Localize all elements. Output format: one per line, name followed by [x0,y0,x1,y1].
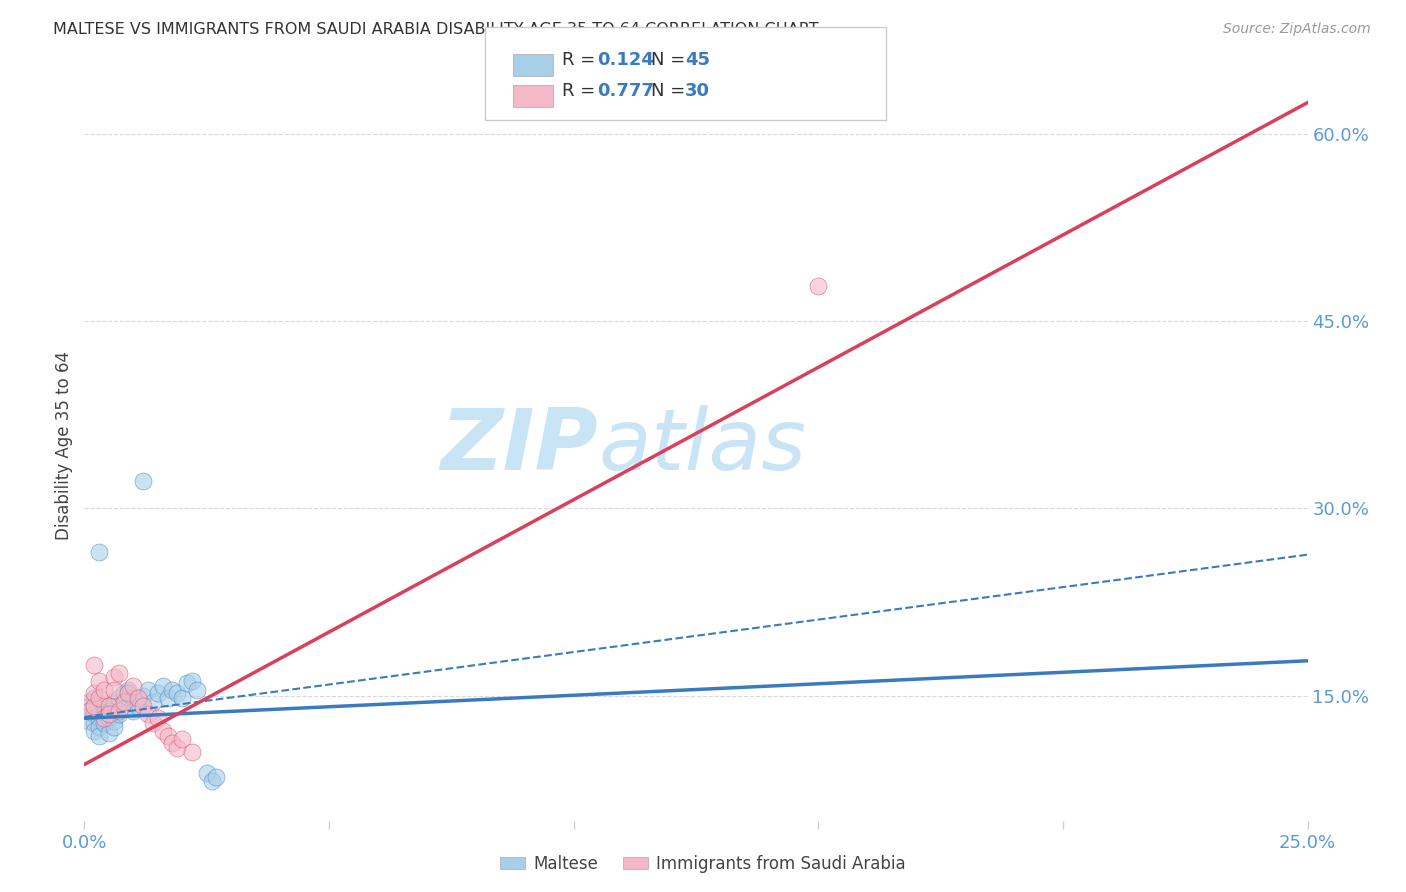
Point [166,741,188,756]
Text: 30: 30 [685,82,710,100]
Point [83,716,105,731]
Point [166,686,188,700]
Point [103,720,125,734]
Point [87,545,110,559]
Point [127,691,149,706]
Point [205,770,228,784]
Point [117,686,139,700]
Point [83,657,105,672]
Point [83,686,105,700]
Point [807,279,830,293]
Point [122,691,145,706]
Point [107,704,129,718]
Point [103,670,125,684]
Point [152,679,174,693]
Point [142,716,165,731]
Point [77,714,100,728]
Point [77,704,100,718]
Point [93,698,115,713]
Point [176,676,198,690]
Point [136,682,159,697]
Text: 0.777: 0.777 [598,82,654,100]
Point [97,704,120,718]
Point [132,474,155,488]
Point [172,691,194,706]
Point [87,673,110,688]
Legend: Maltese, Immigrants from Saudi Arabia: Maltese, Immigrants from Saudi Arabia [494,848,912,880]
Point [162,682,184,697]
Point [83,691,105,706]
Text: N =: N = [651,51,690,69]
Point [87,691,110,706]
Text: atlas: atlas [598,404,806,488]
Point [112,686,135,700]
Point [97,707,120,722]
Point [156,729,179,743]
Point [93,707,115,722]
Point [77,704,100,718]
Point [200,773,222,788]
Point [87,701,110,715]
Point [112,701,135,715]
Text: 0.124: 0.124 [598,51,654,69]
Text: N =: N = [651,82,690,100]
Point [83,723,105,738]
Point [181,745,204,759]
Point [152,723,174,738]
Point [103,682,125,697]
Point [97,698,120,713]
Point [93,716,115,731]
Point [107,691,129,706]
Point [122,679,145,693]
Point [162,736,184,750]
Point [172,732,194,747]
Text: R =: R = [562,82,602,100]
Point [83,698,105,713]
Point [87,720,110,734]
Point [146,686,169,700]
Point [103,695,125,709]
Point [122,704,145,718]
Y-axis label: Disability Age 35 to 64: Disability Age 35 to 64 [55,351,73,541]
Point [132,698,155,713]
Point [146,711,169,725]
Point [132,689,155,703]
Point [107,666,129,681]
Point [87,711,110,725]
Point [83,707,105,722]
Point [117,682,139,697]
Point [107,707,129,722]
Point [142,695,165,709]
Text: MALTESE VS IMMIGRANTS FROM SAUDI ARABIA DISABILITY AGE 35 TO 64 CORRELATION CHAR: MALTESE VS IMMIGRANTS FROM SAUDI ARABIA … [53,22,820,37]
Text: R =: R = [562,51,602,69]
Point [136,707,159,722]
Point [93,682,115,697]
Text: 45: 45 [685,51,710,69]
Point [77,695,100,709]
Point [156,691,179,706]
Point [97,726,120,740]
Point [87,729,110,743]
Point [186,682,208,697]
Point [112,695,135,709]
Point [195,766,218,780]
Point [181,673,204,688]
Point [127,698,149,713]
Text: ZIP: ZIP [440,404,598,488]
Text: Source: ZipAtlas.com: Source: ZipAtlas.com [1223,22,1371,37]
Point [97,711,120,725]
Point [77,698,100,713]
Point [103,714,125,728]
Point [93,711,115,725]
